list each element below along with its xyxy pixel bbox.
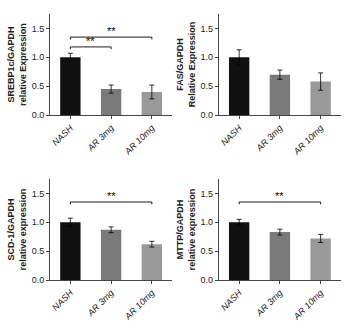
- svg-text:NASH: NASH: [50, 287, 75, 312]
- svg-text:0.0: 0.0: [32, 110, 45, 120]
- svg-text:**: **: [86, 35, 95, 47]
- svg-text:0.5: 0.5: [200, 81, 213, 91]
- svg-text:0.5: 0.5: [32, 246, 45, 256]
- svg-text:1.5: 1.5: [32, 24, 45, 34]
- svg-text:1.0: 1.0: [32, 52, 45, 62]
- svg-text:**: **: [107, 190, 116, 202]
- svg-text:AR 10mg: AR 10mg: [122, 288, 156, 322]
- svg-text:AR 10mg: AR 10mg: [291, 123, 325, 157]
- svg-text:0.5: 0.5: [32, 81, 45, 91]
- svg-text:1.0: 1.0: [200, 52, 213, 62]
- svg-text:0.0: 0.0: [200, 275, 213, 285]
- svg-text:1.5: 1.5: [200, 24, 213, 34]
- svg-text:NASH: NASH: [219, 123, 244, 148]
- svg-text:AR 3mg: AR 3mg: [85, 288, 116, 319]
- svg-text:SREBP1c/GAPDHrelative Expressi: SREBP1c/GAPDHrelative Expression: [6, 23, 28, 106]
- svg-text:1.5: 1.5: [32, 189, 45, 199]
- svg-text:NASH: NASH: [50, 123, 75, 148]
- svg-text:1.5: 1.5: [200, 189, 213, 199]
- svg-text:**: **: [107, 25, 116, 37]
- svg-text:AR 10mg: AR 10mg: [291, 288, 325, 322]
- svg-text:AR 3mg: AR 3mg: [254, 288, 285, 319]
- svg-text:FAS/GAPDHRelative Expression: FAS/GAPDHRelative Expression: [175, 22, 197, 108]
- svg-text:SCD-1/GAPDHrelative expression: SCD-1/GAPDHrelative expression: [6, 189, 28, 271]
- svg-text:1.0: 1.0: [200, 217, 213, 227]
- svg-text:AR 10mg: AR 10mg: [122, 123, 156, 157]
- svg-text:AR 3mg: AR 3mg: [85, 123, 116, 154]
- svg-text:1.0: 1.0: [32, 217, 45, 227]
- svg-text:0.0: 0.0: [32, 275, 45, 285]
- svg-text:0.0: 0.0: [200, 110, 213, 120]
- svg-text:0.5: 0.5: [200, 246, 213, 256]
- svg-text:NASH: NASH: [219, 287, 244, 312]
- svg-text:**: **: [275, 190, 284, 202]
- svg-text:AR 3mg: AR 3mg: [254, 123, 285, 154]
- svg-text:MTTP/GAPDHrelative expression: MTTP/GAPDHrelative expression: [175, 189, 197, 271]
